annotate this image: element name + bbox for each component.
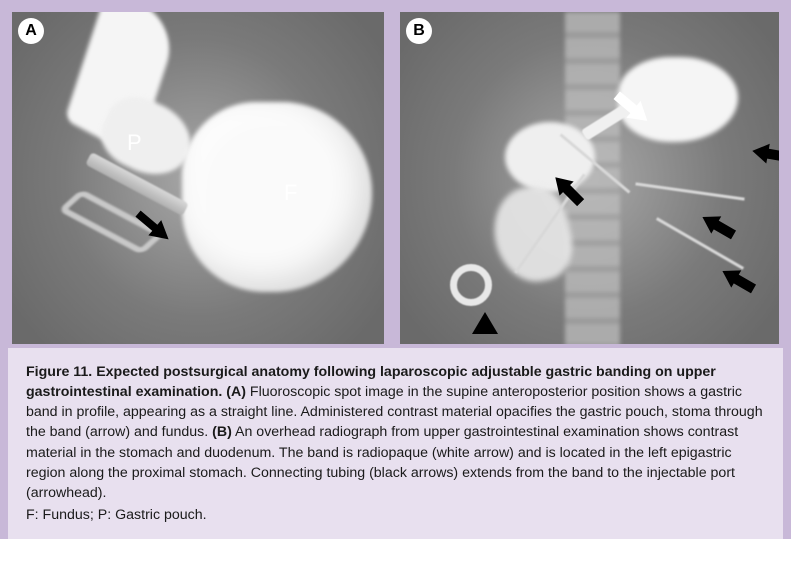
caption-b-ref: (B) [212, 424, 232, 440]
panel-row: A P F B [8, 8, 783, 348]
panel-a: A P F [8, 8, 388, 348]
annotation-f: F [284, 180, 297, 206]
figure-number: Figure 11. [26, 364, 92, 380]
panel-b: B [396, 8, 783, 348]
annotation-p: P [127, 130, 142, 156]
injectable-port-icon [450, 264, 492, 306]
caption-abbreviations: F: Fundus; P: Gastric pouch. [26, 505, 765, 525]
panel-b-label: B [406, 18, 432, 44]
caption-a-ref: (A) [226, 384, 246, 400]
panel-a-label: A [18, 18, 44, 44]
tubing-arrow-icon [749, 135, 783, 173]
figure-container: A P F B [0, 0, 791, 539]
port-arrowhead-icon [472, 312, 498, 334]
figure-caption: Figure 11. Expected postsurgical anatomy… [8, 348, 783, 539]
